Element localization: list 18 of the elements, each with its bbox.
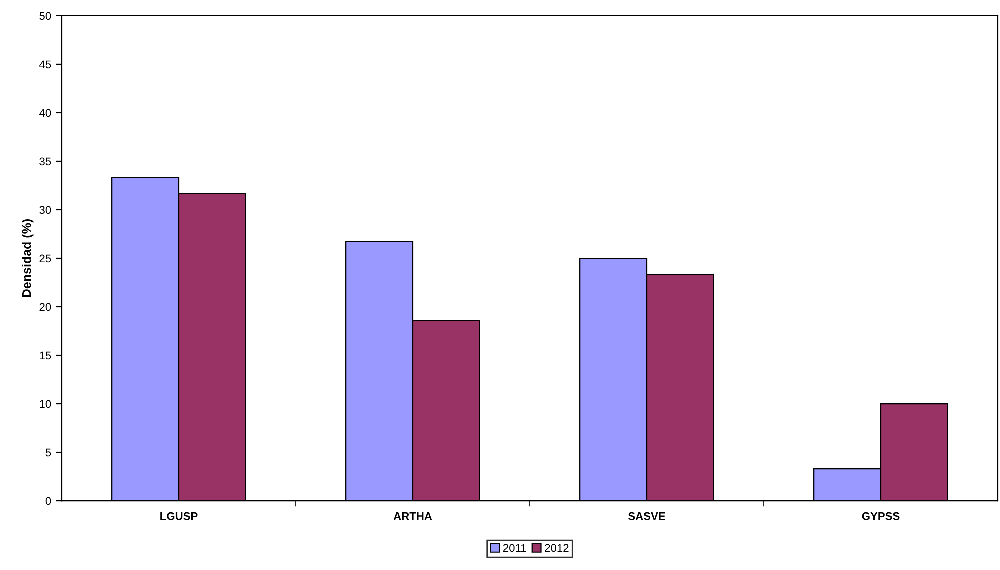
y-tick-label: 30 xyxy=(40,206,52,214)
y-tick-label: 50 xyxy=(40,12,52,20)
y-axis-title: Densidad (%) xyxy=(22,220,34,298)
x-tick-label: SASVE xyxy=(628,512,666,520)
x-tick-label: GYPSS xyxy=(862,512,900,520)
legend-label: 2012 xyxy=(545,544,569,552)
y-tick-label: 25 xyxy=(40,254,52,263)
y-tick-label: 20 xyxy=(40,303,52,312)
y-tick-label: 40 xyxy=(39,109,52,118)
legend-label: 2011 xyxy=(503,544,526,552)
y-tick-label: 0 xyxy=(46,497,52,506)
y-tick-label: 35 xyxy=(40,158,52,166)
y-tick-label: 10 xyxy=(40,400,52,408)
x-tick-label: ARTHA xyxy=(394,512,432,520)
y-tick-label: 45 xyxy=(39,60,52,69)
y-tick-label: 15 xyxy=(40,352,52,360)
y-tick-label: 5 xyxy=(46,448,52,457)
x-tick-label: LGUSP xyxy=(160,512,198,520)
